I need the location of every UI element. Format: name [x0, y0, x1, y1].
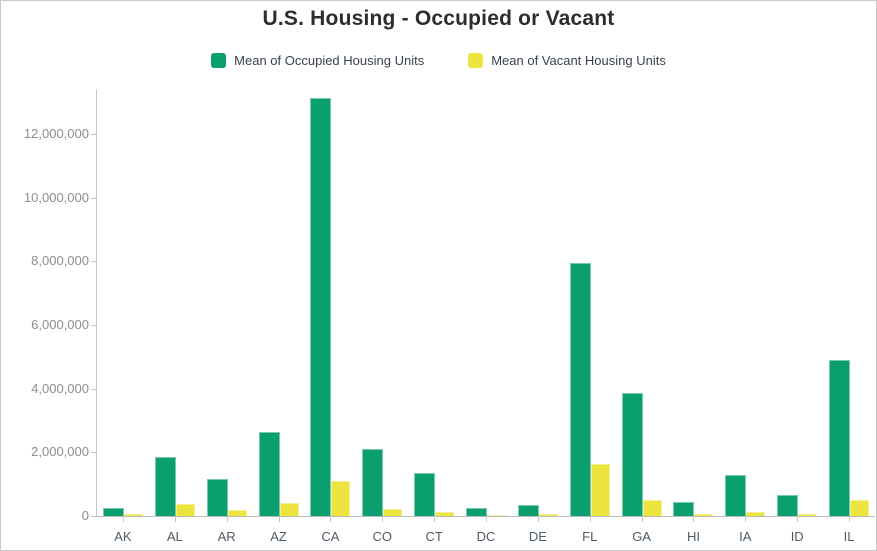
x-axis-category-label-AL: AL — [166, 529, 183, 544]
y-axis-tick-label: 8,000,000 — [31, 253, 89, 269]
bar-group-IA: IA — [719, 89, 771, 544]
x-axis-category-label-AK: AK — [114, 529, 132, 544]
x-axis-tick-mark — [849, 516, 851, 522]
bar-vacant-ID[interactable] — [798, 514, 818, 516]
x-axis-tick-mark — [589, 516, 591, 522]
x-axis-tick-mark — [122, 516, 124, 522]
x-axis-tick-mark — [797, 516, 799, 522]
bar-group-GA: GA — [616, 89, 668, 544]
bar-group-IL: IL — [823, 89, 875, 544]
bar-group-FL: FL — [564, 89, 616, 544]
legend-swatch-icon — [211, 53, 227, 68]
bar-group-AK: AK — [97, 89, 149, 544]
bar-group-AR: AR — [201, 89, 253, 544]
bar-group-AL: AL — [149, 89, 201, 544]
bar-vacant-IL[interactable] — [850, 500, 870, 516]
x-axis-category-label-ID: ID — [790, 529, 804, 544]
bar-occupied-CO[interactable] — [362, 449, 384, 516]
y-axis-tick-mark — [91, 452, 97, 454]
bar-group-CT: CT — [408, 89, 460, 544]
x-axis-tick-mark — [537, 516, 539, 522]
bar-occupied-HI[interactable] — [673, 502, 695, 516]
y-axis-tick-mark — [91, 516, 97, 517]
bar-group-AZ: AZ — [253, 89, 305, 544]
bar-vacant-GA[interactable] — [642, 500, 662, 516]
bar-vacant-CA[interactable] — [331, 481, 351, 516]
bar-occupied-GA[interactable] — [621, 393, 643, 516]
bar-group-DE: DE — [512, 89, 564, 544]
bar-group-HI: HI — [668, 89, 720, 544]
bar-group-CA: CA — [304, 89, 356, 544]
x-axis-tick-mark — [278, 516, 280, 522]
legend-label: Mean of Vacant Housing Units — [491, 53, 666, 68]
bar-vacant-HI[interactable] — [694, 514, 714, 516]
bar-occupied-DC[interactable] — [465, 508, 487, 516]
y-axis-tick-mark — [91, 197, 97, 199]
bar-occupied-AK[interactable] — [102, 508, 124, 516]
bar-occupied-AR[interactable] — [206, 479, 228, 516]
legend: Mean of Occupied Housing Units Mean of Va… — [1, 53, 876, 68]
bar-vacant-FL[interactable] — [590, 464, 610, 516]
y-axis-tick-mark — [91, 325, 97, 327]
y-axis-tick-label: 6,000,000 — [31, 317, 89, 333]
bar-occupied-FL[interactable] — [569, 263, 591, 516]
bar-occupied-AZ[interactable] — [258, 432, 280, 516]
bar-occupied-IA[interactable] — [725, 475, 747, 516]
y-axis-tick-label: 10,000,000 — [23, 189, 89, 205]
x-axis-category-label-DC: DC — [476, 529, 496, 544]
bar-occupied-ID[interactable] — [777, 495, 799, 516]
x-axis-category-label-IA: IA — [739, 529, 752, 544]
x-axis-category-label-CA: CA — [321, 529, 340, 544]
y-axis-tick-label: 0 — [81, 508, 89, 523]
bar-vacant-AK[interactable] — [123, 514, 143, 516]
x-axis-tick-mark — [434, 516, 436, 522]
legend-label: Mean of Occupied Housing Units — [234, 53, 425, 68]
bar-vacant-CT[interactable] — [435, 512, 455, 516]
x-axis-tick-mark — [382, 516, 384, 522]
x-axis-category-label-GA: GA — [632, 529, 651, 544]
bar-occupied-AL[interactable] — [154, 457, 176, 516]
legend-item-vacant[interactable]: Mean of Vacant Housing Units — [468, 53, 666, 68]
bar-occupied-IL[interactable] — [829, 360, 851, 516]
x-axis-category-label-AZ: AZ — [270, 529, 287, 544]
bar-occupied-CT[interactable] — [414, 473, 436, 516]
x-axis-category-label-HI: HI — [686, 529, 700, 544]
y-axis-tick-label: 4,000,000 — [31, 380, 89, 396]
x-axis-category-label-FL: FL — [582, 529, 598, 544]
x-axis-tick-mark — [693, 516, 695, 522]
x-axis-category-label-AR: AR — [217, 529, 236, 544]
x-axis-tick-mark — [641, 516, 643, 522]
x-axis-tick-mark — [174, 516, 176, 522]
bar-vacant-DC[interactable] — [486, 515, 506, 516]
legend-item-occupied[interactable]: Mean of Occupied Housing Units — [211, 53, 424, 68]
bar-vacant-AZ[interactable] — [279, 503, 299, 516]
y-axis-tick-mark — [91, 134, 97, 136]
chart-title: U.S. Housing - Occupied or Vacant — [262, 7, 615, 30]
bar-vacant-IA[interactable] — [746, 512, 766, 516]
bar-vacant-CO[interactable] — [383, 509, 403, 516]
x-axis-tick-mark — [226, 516, 228, 522]
plot-area: 0 2,000,000 4,000,000 6,000,000 8,000,000 10,… — [24, 89, 875, 544]
legend-swatch-icon — [468, 53, 484, 68]
x-axis-tick-mark — [745, 516, 747, 522]
x-axis-category-label-CO: CO — [372, 529, 393, 544]
bar-vacant-DE[interactable] — [538, 514, 558, 516]
bar-vacant-AL[interactable] — [175, 504, 195, 516]
x-axis-tick-mark — [485, 516, 487, 522]
x-axis-category-label-IL: IL — [843, 529, 855, 544]
bar-occupied-CA[interactable] — [310, 98, 332, 516]
x-axis-category-label-DE: DE — [528, 529, 547, 544]
y-axis-tick-mark — [91, 261, 97, 263]
bar-group-DC: DC — [460, 89, 512, 544]
y-axis-tick-mark — [91, 388, 97, 390]
y-axis-tick-label: 12,000,000 — [23, 126, 89, 142]
y-axis-tick-label: 2,000,000 — [31, 444, 89, 460]
x-axis-category-label-CT: CT — [425, 529, 443, 544]
bar-group-CO: CO — [356, 89, 408, 544]
x-axis-tick-mark — [330, 516, 332, 522]
bar-group-ID: ID — [771, 89, 823, 544]
bar-occupied-DE[interactable] — [517, 505, 539, 516]
bar-vacant-AR[interactable] — [227, 510, 247, 516]
